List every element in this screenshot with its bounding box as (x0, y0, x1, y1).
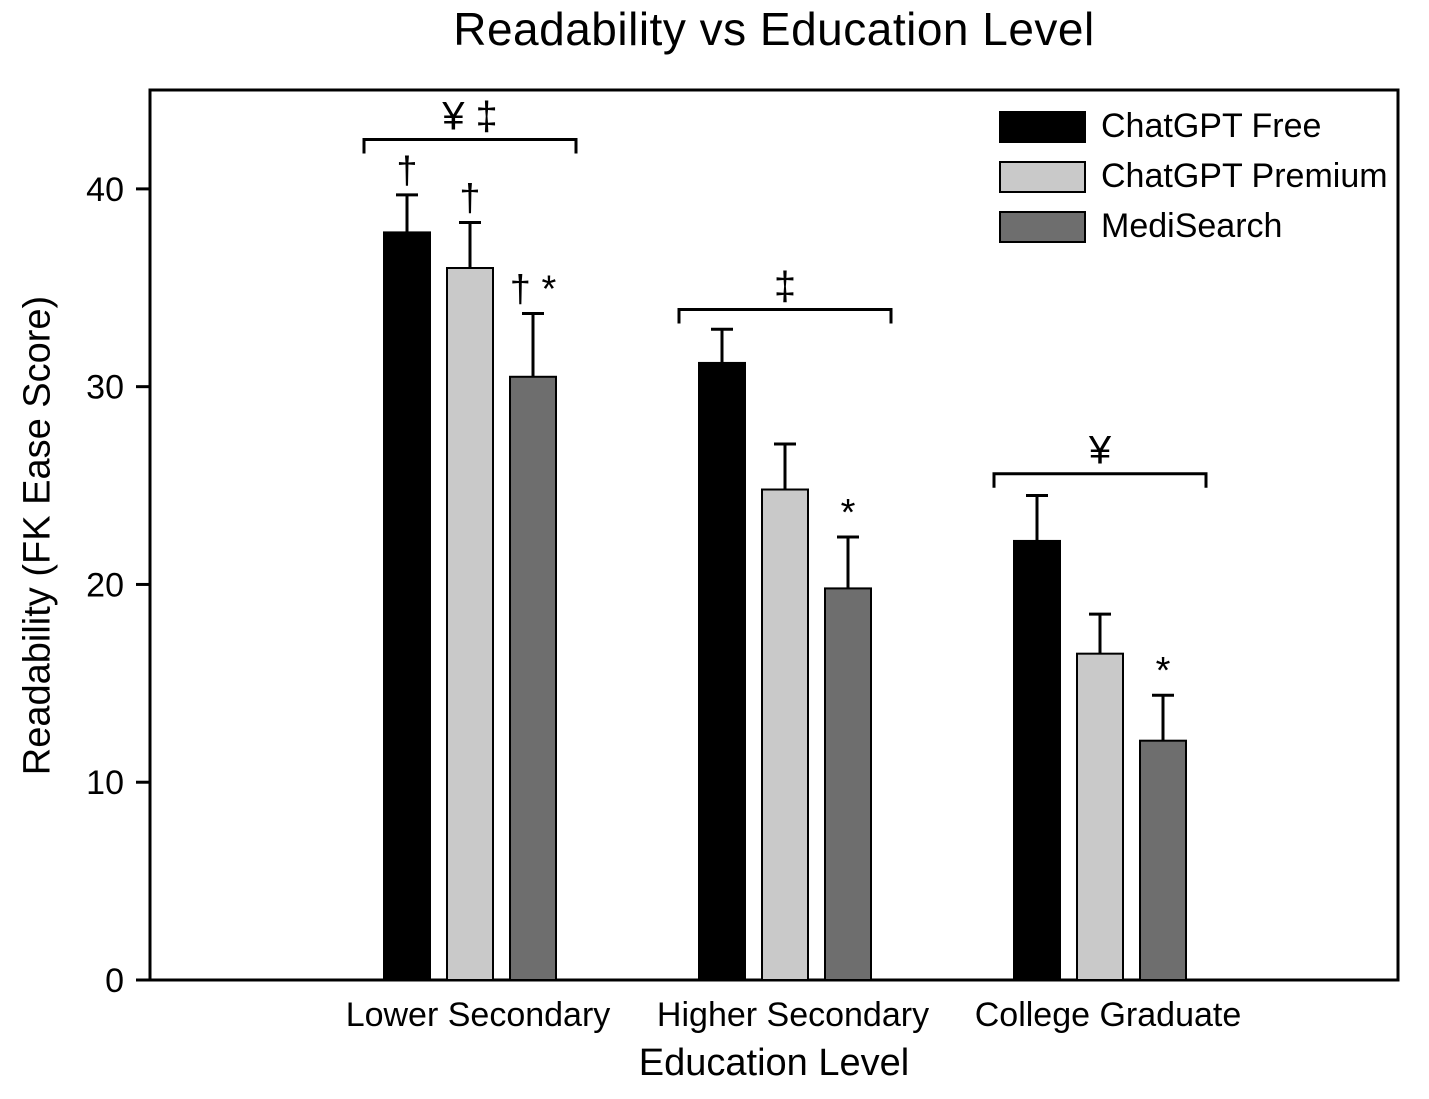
x-axis-label: Education Level (638, 1042, 910, 1084)
bar-chatgpt-free-group-2 (1013, 539, 1061, 982)
bar-chatgpt-premium-group-1 (761, 488, 809, 981)
y-tick-label: 30 (86, 369, 124, 407)
legend-label-1: ChatGPT Premium (1101, 157, 1388, 195)
significance-marker: † (396, 150, 417, 192)
significance-marker: * (841, 492, 856, 534)
bar-medisearch-group-2 (1139, 739, 1187, 982)
legend-swatch-2 (999, 211, 1086, 243)
bracket-label: ‡ (774, 265, 796, 309)
chart-title: Readability vs Education Level (453, 3, 1095, 55)
bar-medisearch-group-1 (824, 587, 872, 982)
significance-bracket (992, 472, 1208, 488)
bracket-label: ¥ (1088, 429, 1112, 473)
bracket-label: ¥ ‡ (441, 94, 498, 138)
bar-chatgpt-free-group-1 (698, 361, 746, 981)
significance-marker: * (1156, 650, 1171, 692)
y-tick-label: 20 (86, 566, 124, 604)
legend-swatch-0 (999, 111, 1086, 143)
significance-bracket (362, 137, 578, 154)
x-tick-label: Lower Secondary (346, 996, 611, 1034)
y-tick-label: 40 (86, 171, 124, 209)
legend-swatch-1 (999, 161, 1086, 193)
x-tick-label: College Graduate (975, 996, 1242, 1034)
y-tick-label: 10 (86, 764, 124, 802)
bar-chatgpt-premium-group-0 (446, 267, 494, 981)
x-tick-label: Higher Secondary (657, 996, 929, 1034)
significance-marker: † * (510, 268, 557, 310)
significance-marker: † (459, 178, 480, 220)
bar-medisearch-group-0 (509, 375, 557, 981)
legend-label-0: ChatGPT Free (1101, 107, 1321, 145)
bar-chatgpt-free-group-0 (383, 231, 431, 981)
significance-bracket (677, 308, 893, 324)
y-tick-label: 0 (105, 962, 124, 1000)
bar-chatgpt-premium-group-2 (1076, 652, 1124, 982)
legend-label-2: MediSearch (1101, 207, 1282, 245)
